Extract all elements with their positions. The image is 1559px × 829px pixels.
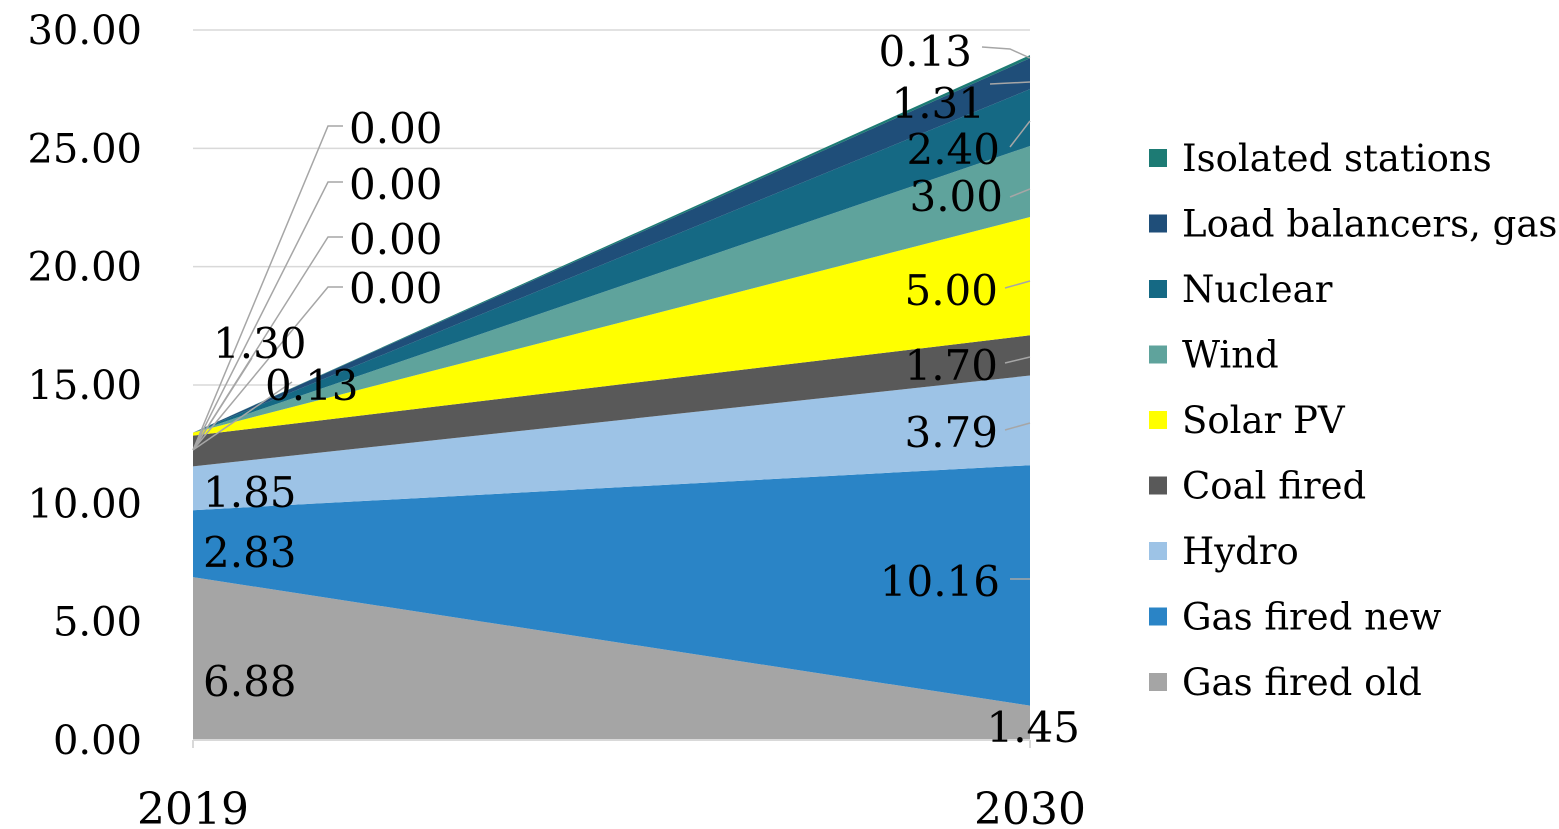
data-label: 5.00 [904, 266, 998, 315]
leader-line [1004, 422, 1031, 431]
leader-line [1009, 188, 1031, 198]
legend-entry: Isolated stations [1182, 137, 1492, 180]
x-tick-label: 2030 [974, 784, 1086, 829]
data-label: 0.13 [265, 361, 359, 410]
data-label: 10.16 [880, 557, 1000, 606]
data-label: 2.40 [906, 125, 1000, 174]
legend-swatch [1149, 607, 1167, 626]
axes: 0.00 5.00 10.00 15.00 20.00 25.00 30.00 2019 203… [27, 8, 1086, 829]
y-tick-label: 30.00 [27, 8, 142, 54]
data-label-leader-lines [192, 46, 1031, 580]
leader-line [192, 181, 343, 451]
y-tick-label: 5.00 [53, 600, 142, 646]
data-label: 1.31 [891, 79, 985, 128]
data-label: 1.30 [213, 319, 307, 368]
data-label: 0.00 [349, 160, 443, 209]
leader-line [1009, 120, 1031, 148]
legend-entry: Wind [1182, 334, 1279, 377]
legend-swatch [1149, 214, 1167, 233]
legend: Isolated stations Load balancers, gas Nucl… [1149, 137, 1557, 704]
y-tick-label: 10.00 [27, 481, 142, 527]
data-label: 1.45 [986, 703, 1080, 752]
legend-entry: Hydro [1182, 530, 1299, 573]
legend-entry: Coal fired [1182, 465, 1366, 508]
area-series [193, 55, 1030, 740]
area-solar-pv [193, 216, 1030, 436]
leader-line [192, 381, 293, 451]
leader-line [1004, 280, 1031, 289]
y-tick-label: 0.00 [53, 718, 142, 764]
leader-line [192, 125, 343, 451]
x-tick-label: 2019 [137, 784, 249, 829]
leader-line [989, 81, 1031, 85]
legend-entry: Solar PV [1182, 399, 1346, 442]
data-label: 2.83 [203, 528, 297, 577]
data-labels: 6.88 1.45 2.83 10.16 1.85 3.79 1.30 1.70 0.13 5.0… [203, 27, 1080, 752]
area-gas-fired-old [193, 577, 1030, 740]
legend-swatch [1149, 280, 1167, 298]
area-isolated-stations [193, 55, 1030, 433]
data-label: 3.00 [909, 172, 1003, 221]
y-tick-label: 25.00 [27, 126, 142, 172]
data-label: 0.00 [349, 264, 443, 313]
data-label: 1.70 [904, 341, 998, 390]
data-label: 0.00 [349, 215, 443, 264]
legend-swatch [1149, 542, 1167, 560]
legend-swatch [1149, 673, 1167, 691]
leader-line [192, 286, 343, 451]
legend-swatch [1149, 345, 1167, 364]
leader-line [192, 236, 343, 451]
data-label: 0.00 [349, 104, 443, 153]
legend-swatch [1149, 149, 1167, 167]
legend-entry: Gas fired new [1182, 596, 1442, 639]
data-label: 0.13 [878, 27, 972, 76]
leader-line [1004, 356, 1031, 364]
legend-swatch [1149, 476, 1167, 495]
area-gas-fired-new [193, 465, 1030, 706]
data-label: 6.88 [203, 657, 297, 706]
legend-entry: Nuclear [1182, 268, 1333, 311]
legend-swatch [1149, 411, 1167, 429]
legend-entry: Gas fired old [1182, 661, 1422, 704]
area-coal-fired [193, 335, 1030, 467]
y-tick-label: 20.00 [27, 245, 142, 291]
leader-line [981, 46, 1031, 59]
area-hydro [193, 375, 1030, 511]
legend-entry: Load balancers, gas [1182, 203, 1557, 246]
data-label: 1.85 [203, 468, 297, 517]
data-label: 3.79 [904, 408, 998, 457]
y-tick-label: 15.00 [27, 363, 142, 409]
